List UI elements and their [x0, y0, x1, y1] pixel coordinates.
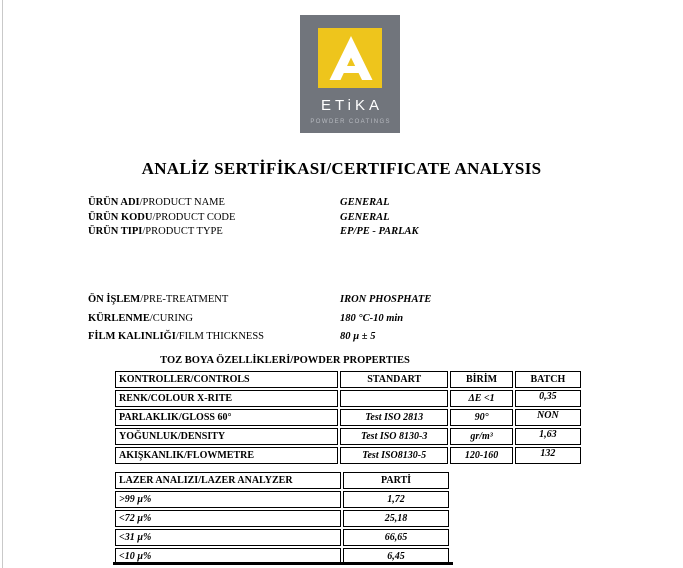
- batch-value: 132: [514, 447, 581, 464]
- particle-range: <72 µ%: [115, 510, 342, 527]
- table-row: <72 µ% 25,18: [115, 510, 449, 527]
- control-name: PARLAKLIK/GLOSS 60°: [115, 409, 338, 426]
- table-row: >99 µ% 1,72: [115, 491, 449, 508]
- process-info-block: ÖN İŞLEM/PRE-TREATMENT IRON PHOSPHATE KÜ…: [88, 294, 431, 350]
- page-edge-line: [2, 0, 3, 568]
- standard-value: Test ISO 8130-3: [339, 428, 449, 445]
- standard-value: Test ISO 2813: [339, 409, 449, 426]
- label-tr: ÜRÜN ADI: [88, 197, 140, 208]
- label-tr: ÜRÜN KODU: [88, 211, 153, 223]
- table-row: YOĞUNLUK/DENSITY Test ISO 8130-3 gr/m³ 1…: [115, 428, 581, 445]
- unit-value: 120-160: [450, 447, 513, 464]
- label-en: /PRODUCT NAME: [139, 197, 225, 208]
- control-name: AKIŞKANLIK/FLOWMETRE: [115, 447, 338, 464]
- curing-value: 180 °C-10 min: [340, 312, 404, 324]
- particle-value: 66,65: [343, 529, 449, 546]
- label-en: /CURING: [149, 312, 194, 324]
- particle-range: <31 µ%: [115, 529, 342, 546]
- product-info-block: ÜRÜN ADI/PRODUCT NAME GENERAL ÜRÜN KODU/…: [88, 197, 419, 241]
- table-row: RENK/COLOUR X-RITE ΔE <1 0,35: [115, 390, 581, 407]
- label-tr: FİLM KALINLIĞI: [88, 331, 176, 342]
- info-row-product-type: ÜRÜN TIPI/PRODUCT TYPE EP/PE - PARLAK: [88, 226, 419, 241]
- label-en: /PRE-TREATMENT: [140, 294, 229, 305]
- product-name-value: GENERAL: [340, 197, 390, 208]
- powder-table-caption: TOZ BOYA ÖZELLİKLERİ/POWDER PROPERTIES: [160, 355, 410, 366]
- info-row-film-thickness: FİLM KALINLIĞI/FILM THICKNESS 80 µ ± 5: [88, 331, 375, 350]
- laser-analyzer-table: LAZER ANALIZI/LAZER ANALYZER PARTİ >99 µ…: [113, 470, 451, 567]
- standard-value: [339, 390, 449, 407]
- label-en: /PRODUCT CODE: [152, 211, 236, 223]
- info-row-product-code: ÜRÜN KODU/PRODUCT CODE GENERAL: [88, 211, 390, 227]
- etika-logo: ETiKA POWDER COATINGS: [300, 15, 400, 133]
- header-parti: PARTİ: [343, 472, 449, 489]
- control-name: RENK/COLOUR X-RITE: [115, 390, 338, 407]
- logo-yellow-square: [318, 28, 382, 88]
- logo-brand-text: ETiKA: [321, 97, 383, 114]
- document-title: ANALİZ SERTİFİKASI/CERTIFICATE ANALYSIS: [141, 159, 542, 178]
- label-en: /PRODUCT TYPE: [142, 226, 223, 237]
- unit-value: gr/m³: [450, 428, 513, 445]
- product-code-value: GENERAL: [340, 211, 390, 223]
- unit-value: ΔE <1: [450, 390, 513, 407]
- header-unit: BİRİM: [450, 371, 513, 388]
- table-header-row: LAZER ANALIZI/LAZER ANALYZER PARTİ: [115, 472, 449, 489]
- table-row: <31 µ% 66,65: [115, 529, 449, 546]
- label-en: /FILM THICKNESS: [175, 331, 265, 342]
- control-name: YOĞUNLUK/DENSITY: [115, 428, 338, 445]
- header-laser-analyzer: LAZER ANALIZI/LAZER ANALYZER: [115, 472, 342, 489]
- table-row: AKIŞKANLIK/FLOWMETRE Test ISO8130-5 120-…: [115, 447, 581, 464]
- particle-value: 1,72: [343, 491, 449, 508]
- product-type-value: EP/PE - PARLAK: [340, 226, 419, 237]
- header-batch: BATCH: [514, 371, 581, 388]
- header-standard: STANDART: [339, 371, 449, 388]
- label-tr: ÜRÜN TIPI: [88, 226, 143, 237]
- particle-value: 25,18: [343, 510, 449, 527]
- pretreatment-value: IRON PHOSPHATE: [340, 294, 432, 305]
- info-row-product-name: ÜRÜN ADI/PRODUCT NAME GENERAL: [88, 197, 390, 212]
- batch-value: 1,63: [514, 428, 581, 445]
- table-row: PARLAKLIK/GLOSS 60° Test ISO 2813 90° NO…: [115, 409, 581, 426]
- batch-value: NON: [514, 409, 581, 426]
- film-thickness-value: 80 µ ± 5: [340, 331, 376, 342]
- unit-value: 90°: [450, 409, 513, 426]
- header-controls: KONTROLLER/CONTROLS: [115, 371, 338, 388]
- info-row-curing: KÜRLENME/CURING 180 °C-10 min: [88, 312, 403, 332]
- info-row-pretreatment: ÖN İŞLEM/PRE-TREATMENT IRON PHOSPHATE: [88, 294, 431, 313]
- batch-value: 0,35: [514, 390, 581, 407]
- label-tr: KÜRLENME: [88, 312, 150, 324]
- standard-value: Test ISO8130-5: [339, 447, 449, 464]
- table-header-row: KONTROLLER/CONTROLS STANDART BİRİM BATCH: [115, 371, 581, 388]
- powder-properties-table: KONTROLLER/CONTROLS STANDART BİRİM BATCH…: [113, 369, 583, 466]
- particle-range: >99 µ%: [115, 491, 342, 508]
- cutoff-table-border: [113, 562, 453, 565]
- label-tr: ÖN İŞLEM: [88, 294, 141, 305]
- logo-tagline-text: POWDER COATINGS: [310, 119, 391, 125]
